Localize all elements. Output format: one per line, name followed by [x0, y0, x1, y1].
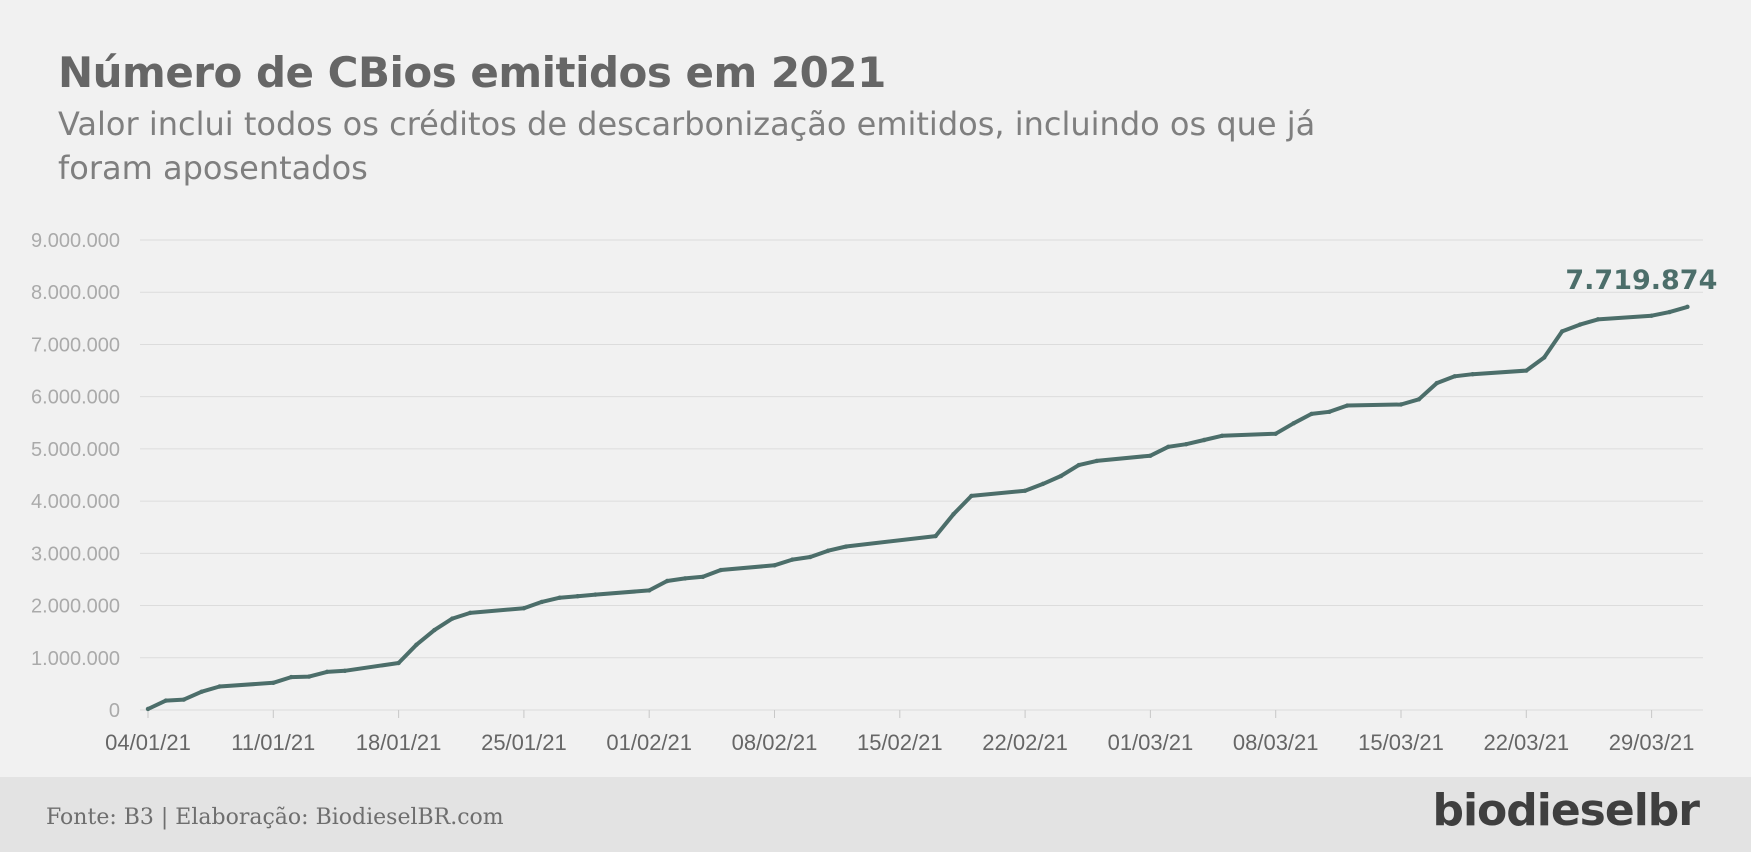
data-point [1524, 368, 1529, 373]
data-point [843, 544, 849, 549]
data-point [1559, 329, 1565, 334]
chart-subtitle: Valor inclui todos os créditos de descar… [58, 105, 1316, 187]
data-point [306, 674, 312, 679]
x-tick-label: 22/03/21 [1483, 730, 1569, 755]
data-point [539, 599, 544, 605]
line-chart: 0 1.000.000 2.000.000 3.000.000 4.000.000 5.0… [31, 230, 1717, 755]
x-tick-label: 01/02/21 [606, 730, 692, 755]
data-point [289, 674, 294, 680]
data-point [647, 588, 652, 593]
x-tick-label: 08/02/21 [732, 730, 818, 755]
data-point [432, 627, 437, 633]
data-point [342, 668, 348, 674]
data-point [1273, 431, 1278, 436]
footer: Fonte: B3 | Elaboração: BiodieselBR.com … [0, 777, 1751, 852]
data-point [199, 689, 204, 694]
data-point [1470, 372, 1475, 377]
data-point [1345, 403, 1350, 408]
data-point [718, 567, 723, 573]
data-point [217, 684, 222, 689]
data-point [1577, 322, 1583, 327]
data-point [396, 660, 401, 666]
data-point [145, 706, 151, 712]
x-tick-label: 11/01/21 [231, 730, 315, 755]
data-point [593, 592, 598, 597]
y-tick-label: 5.000.000 [31, 439, 120, 461]
x-tick-label: 08/03/21 [1233, 730, 1319, 755]
data-point [1542, 355, 1547, 360]
data-point [450, 616, 455, 621]
x-tick-label: 18/01/21 [356, 730, 442, 755]
x-tick-label: 29/03/21 [1609, 730, 1695, 755]
data-point [271, 680, 276, 686]
data-point [1667, 309, 1672, 315]
data-point [1148, 453, 1153, 458]
data-point [1166, 444, 1171, 449]
data-point [557, 595, 562, 600]
data-point [1595, 317, 1601, 322]
data-point [951, 511, 956, 517]
data-point [1094, 458, 1099, 464]
y-tick-label: 8.000.000 [31, 282, 120, 304]
data-point [1040, 481, 1046, 487]
data-point [1327, 409, 1332, 415]
x-tick-label: 22/02/21 [982, 730, 1068, 755]
y-tick-label: 9.000.000 [31, 230, 120, 252]
data-point [324, 669, 330, 675]
y-tick-label: 7.000.000 [31, 334, 120, 356]
y-tick-label: 2.000.000 [31, 596, 120, 618]
chart-title: Número de CBios emitidos em 2021 [58, 48, 886, 97]
data-point [1291, 421, 1296, 426]
data-point [1649, 313, 1654, 318]
data-point [826, 548, 831, 553]
data-point [1201, 437, 1207, 443]
data-point [682, 576, 688, 581]
data-point [1398, 402, 1404, 407]
y-tick-label: 3.000.000 [31, 543, 120, 565]
data-point [808, 554, 813, 560]
data-point [1022, 488, 1028, 493]
data-point [521, 605, 527, 611]
data-point [1219, 433, 1225, 439]
x-tick-label: 15/02/21 [857, 730, 943, 755]
x-tick-label: 01/03/21 [1108, 730, 1194, 755]
data-point [181, 697, 186, 702]
data-point [1309, 411, 1314, 417]
data-point [664, 578, 670, 584]
x-tick-label: 15/03/21 [1358, 730, 1444, 755]
data-point [468, 610, 473, 616]
data-point [700, 574, 706, 580]
x-tick-label: 04/01/21 [105, 730, 191, 755]
data-point [1685, 304, 1690, 310]
data-point [575, 593, 580, 599]
y-tick-label: 0 [109, 700, 120, 722]
data-point [163, 698, 169, 703]
data-point [1434, 380, 1440, 386]
x-tick-label: 25/01/21 [481, 730, 567, 755]
series-line [146, 304, 1690, 711]
y-tick-label: 4.000.000 [31, 491, 120, 513]
source-text: Fonte: B3 | Elaboração: BiodieselBR.com [46, 805, 504, 830]
y-tick-label: 6.000.000 [31, 387, 120, 409]
data-point [1058, 473, 1064, 479]
data-point [414, 642, 419, 647]
data-point [1076, 462, 1082, 468]
end-value-label: 7.719.874 [1565, 265, 1717, 296]
data-point [772, 563, 777, 568]
data-point [1184, 441, 1189, 447]
data-point [1452, 374, 1457, 379]
data-point [933, 533, 938, 539]
brand-logo[interactable]: biodieselbr [1432, 785, 1700, 836]
data-point [790, 557, 795, 562]
data-point [969, 493, 974, 499]
y-tick-label: 1.000.000 [31, 648, 120, 670]
data-point [1416, 397, 1422, 402]
